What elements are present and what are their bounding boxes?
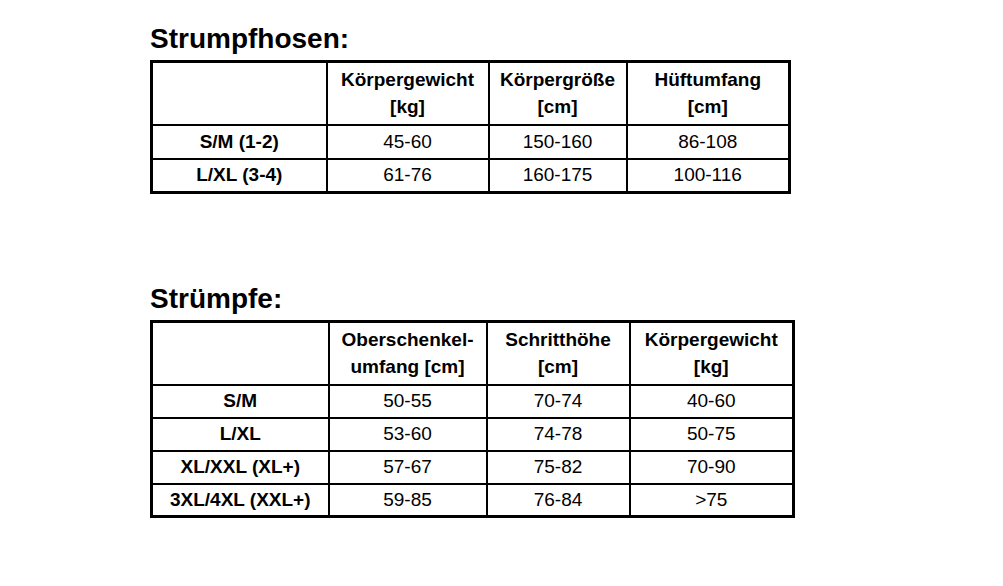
column-header-line2: [kg]: [332, 93, 484, 120]
column-header-line1: Schritthöhe: [492, 326, 625, 353]
column-header-line1: Körpergewicht: [332, 66, 484, 93]
size-label: L/XL: [152, 418, 329, 451]
column-header-koerpergewicht: Körpergewicht [kg]: [630, 322, 794, 385]
table-cell: 53-60: [329, 418, 487, 451]
table-row: L/XL 53-60 74-78 50-75: [152, 418, 794, 451]
struempfe-section: Strümpfe: Oberschenkel- umfang [cm] Schr…: [150, 284, 795, 518]
size-chart-page: { "page": { "background": "#ffffff", "te…: [0, 0, 1003, 586]
table-cell: 74-78: [487, 418, 630, 451]
size-label: 3XL/4XL (XXL+): [152, 484, 329, 517]
column-header-koerpergroesse: Körpergröße [cm]: [489, 62, 627, 125]
table-cell: 57-67: [329, 451, 487, 484]
table-cell: 50-55: [329, 385, 487, 418]
table-row: S/M (1-2) 45-60 150-160 86-108: [152, 125, 790, 159]
column-header-line1: Körpergröße: [494, 66, 622, 93]
table-cell: 160-175: [489, 159, 627, 193]
table-cell: 70-74: [487, 385, 630, 418]
size-label: XL/XXL (XL+): [152, 451, 329, 484]
header-row: Körpergewicht [kg] Körpergröße [cm] Hüft…: [152, 62, 790, 125]
strumpfhosen-table: Körpergewicht [kg] Körpergröße [cm] Hüft…: [150, 60, 791, 194]
table-cell: 40-60: [630, 385, 794, 418]
column-header-koerpergewicht: Körpergewicht [kg]: [327, 62, 489, 125]
column-header-hueftumfang: Hüftumfang [cm]: [627, 62, 790, 125]
column-header-line1: Hüftumfang: [632, 66, 785, 93]
column-header-line2: [cm]: [494, 93, 622, 120]
size-label: L/XL (3-4): [152, 159, 327, 193]
corner-cell: [152, 62, 327, 125]
size-label: S/M (1-2): [152, 125, 327, 159]
strumpfhosen-title: Strumpfhosen:: [150, 24, 791, 54]
table-row: XL/XXL (XL+) 57-67 75-82 70-90: [152, 451, 794, 484]
table-cell: 100-116: [627, 159, 790, 193]
column-header-line2: umfang [cm]: [334, 353, 482, 380]
column-header-schritthoehe: Schritthöhe [cm]: [487, 322, 630, 385]
strumpfhosen-section: Strumpfhosen: Körpergewicht [kg] Körperg…: [150, 24, 791, 194]
column-header-line1: Körpergewicht: [635, 326, 789, 353]
table-row: S/M 50-55 70-74 40-60: [152, 385, 794, 418]
header-row: Oberschenkel- umfang [cm] Schritthöhe [c…: [152, 322, 794, 385]
column-header-line2: [cm]: [632, 93, 785, 120]
table-cell: 76-84: [487, 484, 630, 517]
table-cell: 75-82: [487, 451, 630, 484]
column-header-oberschenkelumfang: Oberschenkel- umfang [cm]: [329, 322, 487, 385]
corner-cell: [152, 322, 329, 385]
struempfe-table: Oberschenkel- umfang [cm] Schritthöhe [c…: [150, 320, 795, 518]
table-cell: 61-76: [327, 159, 489, 193]
table-cell: 59-85: [329, 484, 487, 517]
table-cell: 70-90: [630, 451, 794, 484]
table-row: L/XL (3-4) 61-76 160-175 100-116: [152, 159, 790, 193]
column-header-line1: Oberschenkel-: [334, 326, 482, 353]
table-cell: 50-75: [630, 418, 794, 451]
size-label: S/M: [152, 385, 329, 418]
table-cell: 150-160: [489, 125, 627, 159]
table-cell: >75: [630, 484, 794, 517]
column-header-line2: [kg]: [635, 353, 789, 380]
table-row: 3XL/4XL (XXL+) 59-85 76-84 >75: [152, 484, 794, 517]
table-cell: 45-60: [327, 125, 489, 159]
column-header-line2: [cm]: [492, 353, 625, 380]
struempfe-title: Strümpfe:: [150, 284, 795, 314]
table-cell: 86-108: [627, 125, 790, 159]
